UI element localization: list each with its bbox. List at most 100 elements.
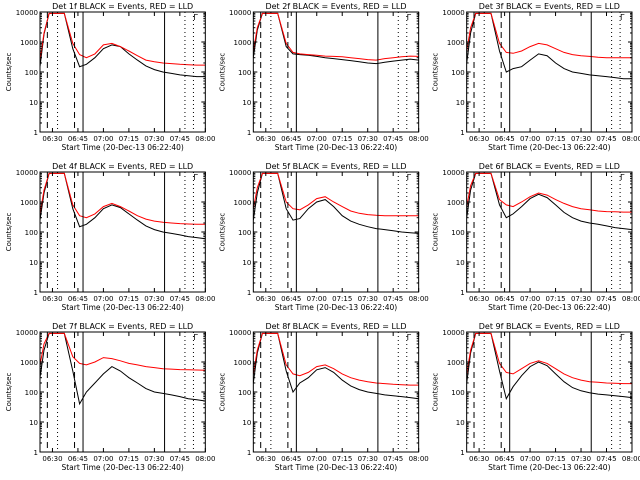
y-tick-label: 1000 [20,359,38,367]
y-tick-label: 1 [247,289,251,297]
plot-frame [466,331,633,453]
legend-mark: Г [407,173,412,182]
chart-title: Det 5f BLACK = Events, RED = LLD [265,162,406,171]
x-tick-label: 06:45 [68,455,88,463]
y-tick-label: 1000 [20,199,38,207]
series-line [40,172,206,225]
x-tick-label: 08:00 [409,295,429,303]
y-tick-label: 100 [25,229,38,237]
x-tick-label: 06:30 [42,295,62,303]
x-tick-label: 07:45 [596,455,616,463]
x-tick-label: 06:45 [281,295,301,303]
y-axis-label: Counts/sec [432,213,440,252]
x-tick-label: 07:00 [520,455,540,463]
y-tick-label: 1 [34,289,38,297]
x-tick-label: 07:15 [545,455,565,463]
x-tick-label: 07:15 [332,455,352,463]
y-axis-label: Counts/sec [432,373,440,412]
y-tick-label: 1000 [447,199,465,207]
plot-frame [39,171,206,293]
legend-mark: Г [193,333,198,342]
x-tick-label: 08:00 [409,135,429,143]
series-line [40,332,206,371]
legend-mark: Г [620,333,625,342]
y-tick-label: 1 [247,449,251,457]
x-tick-label: 07:30 [358,135,378,143]
x-tick-label: 06:45 [68,295,88,303]
x-tick-label: 06:30 [469,135,489,143]
x-tick-label: 07:45 [383,455,403,463]
y-axis-label: Counts/sec [218,373,226,412]
x-tick-label: 07:15 [119,135,139,143]
x-tick-label: 07:30 [358,295,378,303]
x-tick-label: 06:45 [281,135,301,143]
plot-frame [39,331,206,453]
x-tick-label: 07:00 [93,135,113,143]
chart-title: Det 1f BLACK = Events, RED = LLD [52,2,193,11]
series-line [253,332,419,400]
y-tick-label: 1 [247,129,251,137]
series-line [253,12,419,61]
y-tick-label: 100 [238,229,251,237]
x-axis-label: Start Time (20-Dec-13 06:22:40) [61,463,183,472]
y-tick-label: 100 [25,389,38,397]
x-axis-label: Start Time (20-Dec-13 06:22:40) [61,143,183,152]
y-tick-label: 100 [238,69,251,77]
x-axis-label: Start Time (20-Dec-13 06:22:40) [488,143,610,152]
x-tick-label: 07:00 [520,135,540,143]
x-tick-label: 08:00 [409,455,429,463]
x-tick-label: 07:00 [307,135,327,143]
x-tick-label: 07:00 [93,295,113,303]
x-tick-label: 07:30 [571,135,591,143]
series-line [40,332,206,406]
y-tick-label: 10000 [16,169,38,177]
y-axis-label: Counts/sec [5,213,13,252]
y-tick-label: 100 [451,389,464,397]
y-tick-label: 100 [238,389,251,397]
chart-panel: Det 1f BLACK = Events, RED = LLD 1 10 100 10… [5,2,215,152]
y-tick-label: 1000 [447,39,465,47]
series-line [466,12,632,59]
x-tick-label: 08:00 [195,455,215,463]
y-tick-label: 10 [242,419,251,427]
x-tick-label: 07:15 [119,455,139,463]
legend-mark: Г [407,13,412,22]
x-tick-label: 07:30 [144,135,164,143]
y-tick-label: 1 [460,449,464,457]
y-tick-label: 10000 [229,329,251,337]
x-axis-label: Start Time (20-Dec-13 06:22:40) [275,143,397,152]
chart-panel: Det 2f BLACK = Events, RED = LLD 1 10 100 10… [218,2,428,152]
chart-panel: Det 9f BLACK = Events, RED = LLD 1 10 100 10… [432,322,640,472]
chart-title: Det 3f BLACK = Events, RED = LLD [479,2,620,11]
y-tick-label: 1 [460,289,464,297]
x-tick-label: 07:00 [307,295,327,303]
x-tick-label: 06:30 [42,135,62,143]
x-tick-label: 06:30 [256,455,276,463]
y-axis-label: Counts/sec [432,53,440,92]
x-tick-label: 06:45 [495,295,515,303]
y-tick-label: 100 [451,69,464,77]
x-tick-label: 08:00 [622,455,640,463]
legend-mark: Г [620,13,625,22]
x-axis-label: Start Time (20-Dec-13 06:22:40) [61,303,183,312]
x-tick-label: 07:30 [144,455,164,463]
y-tick-label: 1000 [234,359,252,367]
x-tick-label: 07:45 [170,135,190,143]
x-tick-label: 07:15 [332,135,352,143]
y-tick-label: 10000 [229,9,251,17]
legend-mark: Г [407,333,412,342]
x-tick-label: 07:45 [170,295,190,303]
x-axis-label: Start Time (20-Dec-13 06:22:40) [275,463,397,472]
x-tick-label: 06:30 [256,295,276,303]
y-axis-label: Counts/sec [218,53,226,92]
series-line [40,172,206,240]
x-tick-label: 08:00 [195,135,215,143]
chart-title: Det 4f BLACK = Events, RED = LLD [52,162,193,171]
plot-frame [252,331,420,453]
x-tick-label: 07:45 [596,135,616,143]
x-axis-label: Start Time (20-Dec-13 06:22:40) [488,463,610,472]
y-tick-label: 1 [34,449,38,457]
y-tick-label: 10 [242,259,251,267]
y-axis-label: Counts/sec [218,213,226,252]
